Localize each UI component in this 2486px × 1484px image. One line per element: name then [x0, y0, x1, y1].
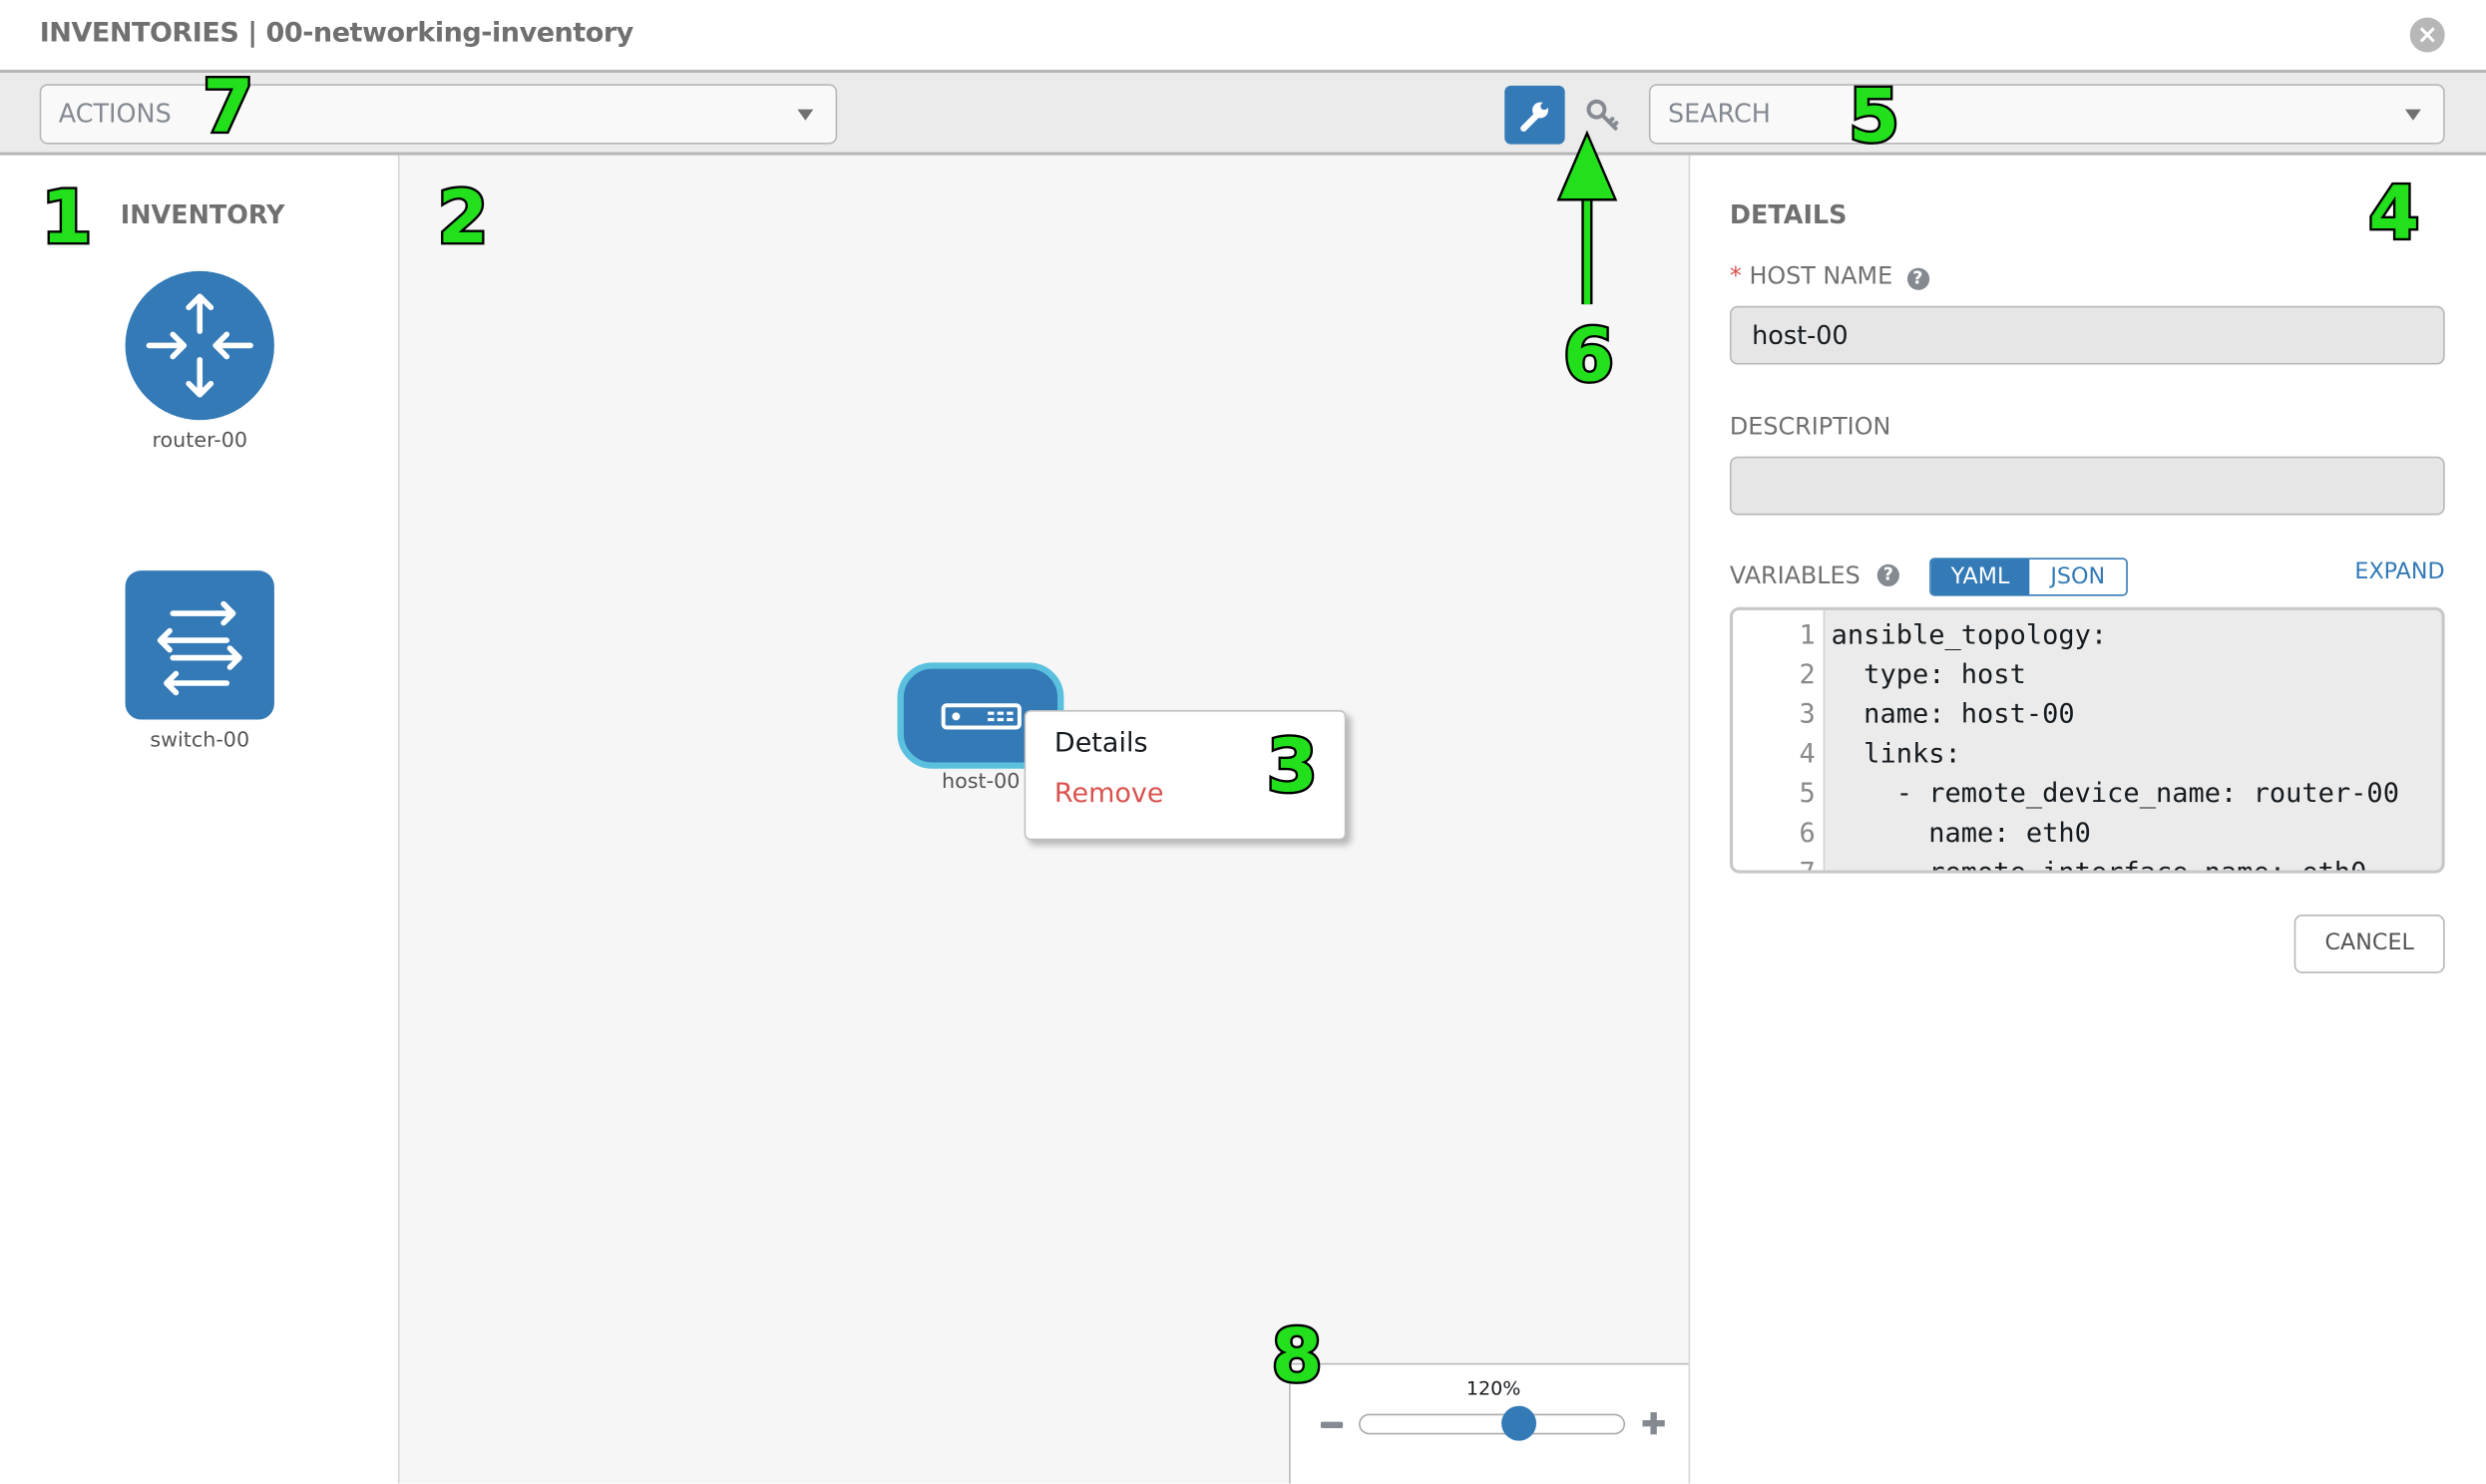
- annotation-2: 2: [435, 174, 491, 260]
- code-line: ansible_topology:: [1831, 619, 2108, 652]
- code-line: type: host: [1831, 659, 2026, 691]
- router-icon: [146, 293, 253, 398]
- code-line: remote_interface_name: eth0: [1831, 857, 2367, 874]
- line-number: 1: [1799, 619, 1816, 652]
- zoom-slider[interactable]: [1359, 1413, 1626, 1435]
- menu-item-remove[interactable]: Remove: [1053, 778, 1164, 811]
- code-line: links:: [1831, 738, 1961, 771]
- key-icon: [1586, 99, 1619, 131]
- inventory-item-switch[interactable]: [125, 570, 274, 720]
- host-name-label: * HOST NAME ?: [1729, 261, 1929, 290]
- annotation-5: 5: [1847, 73, 1902, 159]
- zoom-slider-thumb[interactable]: [1500, 1405, 1536, 1441]
- annotation-arrow-icon: [1556, 130, 1618, 305]
- page-title: INVENTORIES | 00-networking-inventory: [39, 17, 634, 50]
- details-title: DETAILS: [1729, 199, 1848, 230]
- help-icon[interactable]: ?: [1876, 563, 1899, 587]
- inventory-title: INVENTORY: [120, 199, 285, 230]
- close-icon[interactable]: ×: [2409, 17, 2445, 53]
- wrench-icon: [1520, 102, 1548, 132]
- line-number: 4: [1799, 738, 1816, 771]
- menu-item-details[interactable]: Details: [1053, 727, 1148, 760]
- help-icon[interactable]: ?: [1906, 267, 1929, 290]
- host-name-input[interactable]: host-00: [1729, 305, 2445, 365]
- description-label: DESCRIPTION: [1729, 412, 1891, 441]
- chevron-down-icon: [797, 109, 814, 121]
- host-icon: [941, 703, 1022, 730]
- code-line: name: eth0: [1831, 818, 2091, 850]
- switch-icon: [157, 600, 242, 696]
- zoom-widget: 120%: [1289, 1362, 1689, 1484]
- inventory-item-router[interactable]: [125, 270, 274, 421]
- yaml-toggle[interactable]: YAML: [1930, 559, 2030, 594]
- search-placeholder: SEARCH: [1667, 98, 1771, 129]
- host-name-label-text: HOST NAME: [1749, 261, 1893, 290]
- annotation-4: 4: [2366, 170, 2422, 255]
- code-line: name: host-00: [1831, 698, 2075, 731]
- description-input[interactable]: [1729, 456, 2445, 516]
- actions-dropdown[interactable]: ACTIONS: [39, 84, 838, 145]
- line-number: 7: [1799, 857, 1816, 874]
- annotation-7: 7: [201, 63, 256, 150]
- inventory-item-label: router-00: [152, 429, 248, 454]
- line-number: 3: [1799, 698, 1816, 731]
- json-toggle[interactable]: JSON: [2050, 563, 2106, 590]
- format-toggle: YAML JSON: [1929, 557, 2128, 596]
- annotation-6: 6: [1561, 312, 1617, 398]
- variables-editor[interactable]: 1 ansible_topology: 2 type: host 3 name: ho…: [1729, 606, 2445, 874]
- annotation-3: 3: [1264, 722, 1320, 809]
- wrench-button[interactable]: [1504, 85, 1565, 145]
- expand-link[interactable]: EXPAND: [2354, 559, 2445, 585]
- host-node-label: host-00: [942, 770, 1021, 795]
- zoom-in-icon[interactable]: [1642, 1412, 1665, 1435]
- key-button[interactable]: [1584, 97, 1622, 135]
- required-asterisk: *: [1729, 261, 1750, 290]
- line-number-gutter: [1733, 609, 1826, 871]
- annotation-8: 8: [1269, 1311, 1325, 1398]
- annotation-1: 1: [39, 174, 95, 260]
- line-number: 2: [1799, 659, 1816, 691]
- chevron-down-icon: [2404, 109, 2421, 121]
- inventory-item-label: switch-00: [150, 729, 250, 753]
- cancel-button[interactable]: CANCEL: [2293, 915, 2445, 973]
- search-dropdown[interactable]: SEARCH: [1648, 84, 2445, 145]
- line-number: 6: [1799, 818, 1816, 850]
- context-menu: Details Remove: [1024, 710, 1347, 841]
- code-line: - remote_device_name: router-00: [1831, 778, 2399, 811]
- title-bar: INVENTORIES | 00-networking-inventory ×: [0, 0, 2486, 74]
- zoom-level: 120%: [1465, 1377, 1521, 1400]
- zoom-out-icon[interactable]: [1320, 1421, 1344, 1428]
- line-number: 5: [1799, 778, 1816, 811]
- variables-label: VARIABLES: [1729, 560, 1861, 590]
- actions-label: ACTIONS: [58, 98, 172, 129]
